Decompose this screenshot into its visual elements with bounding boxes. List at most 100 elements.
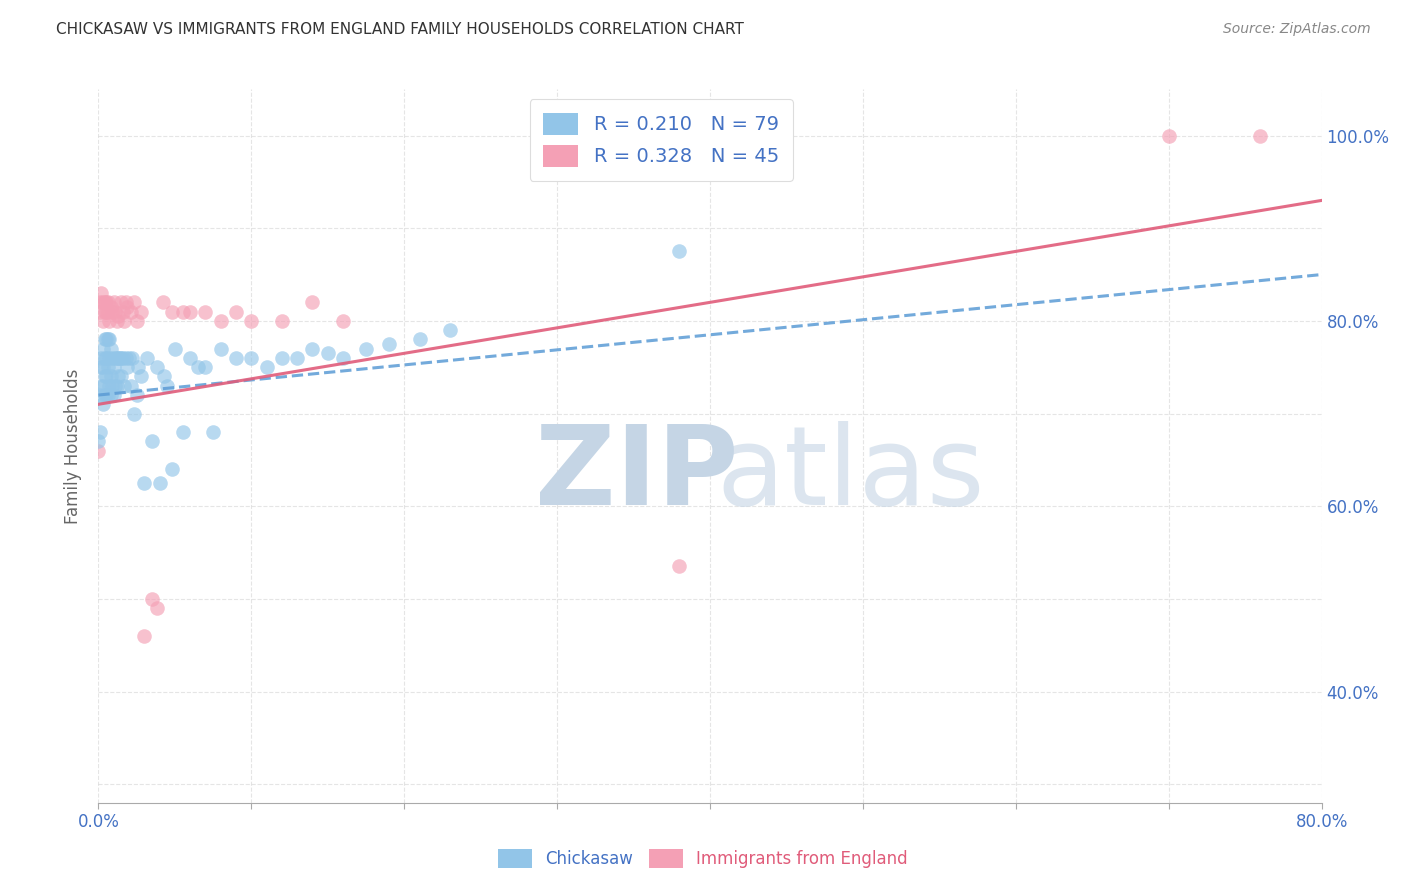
Point <box>187 360 209 375</box>
Point <box>94 369 117 384</box>
Point <box>354 342 377 356</box>
Point <box>97 388 120 402</box>
Point <box>118 351 141 365</box>
Point <box>89 425 111 439</box>
Point <box>111 304 134 318</box>
Point <box>668 559 690 574</box>
Point <box>225 351 247 365</box>
Point <box>101 304 124 318</box>
Point <box>87 443 110 458</box>
Point <box>129 369 152 384</box>
Point <box>194 360 217 375</box>
Point <box>316 346 339 360</box>
Point <box>91 314 114 328</box>
Legend: Chickasaw, Immigrants from England: Chickasaw, Immigrants from England <box>492 842 914 875</box>
Point <box>98 314 121 328</box>
Point <box>94 295 117 310</box>
Point <box>120 304 142 318</box>
Point <box>89 295 111 310</box>
Point <box>194 304 217 318</box>
Point <box>156 378 179 392</box>
Point <box>90 378 112 392</box>
Point <box>172 425 194 439</box>
Point <box>94 304 117 318</box>
Point <box>89 304 111 318</box>
Point <box>129 304 152 318</box>
Point <box>668 244 690 259</box>
Point <box>115 295 138 310</box>
Text: CHICKASAW VS IMMIGRANTS FROM ENGLAND FAMILY HOUSEHOLDS CORRELATION CHART: CHICKASAW VS IMMIGRANTS FROM ENGLAND FAM… <box>56 22 744 37</box>
Point <box>103 360 125 375</box>
Point <box>105 314 128 328</box>
Point <box>209 314 232 328</box>
Point <box>240 351 263 365</box>
Point <box>134 629 156 643</box>
Point <box>100 300 122 314</box>
Point <box>179 351 201 365</box>
Point <box>105 378 128 392</box>
Point <box>93 351 115 365</box>
Point <box>104 351 127 365</box>
Text: Source: ZipAtlas.com: Source: ZipAtlas.com <box>1223 22 1371 37</box>
Point <box>122 295 145 310</box>
Point <box>332 351 354 365</box>
Point <box>105 351 128 365</box>
Point <box>108 351 131 365</box>
Point <box>141 434 163 449</box>
Point <box>120 378 142 392</box>
Point <box>110 351 132 365</box>
Point <box>98 351 121 365</box>
Point <box>149 476 172 491</box>
Point <box>104 378 127 392</box>
Point <box>225 304 247 318</box>
Point <box>378 337 401 351</box>
Point <box>439 323 461 337</box>
Point <box>240 314 263 328</box>
Point <box>91 397 114 411</box>
Point <box>107 369 129 384</box>
Point <box>93 388 115 402</box>
Point <box>91 378 114 392</box>
Point <box>127 360 149 375</box>
Point <box>103 295 125 310</box>
Point <box>107 351 129 365</box>
Point <box>163 342 186 356</box>
Point <box>301 342 323 356</box>
Point <box>103 388 125 402</box>
Point <box>136 351 159 365</box>
Point <box>117 300 139 314</box>
Point <box>134 476 156 491</box>
Point <box>98 378 121 392</box>
Point <box>98 333 121 347</box>
Point <box>125 388 148 402</box>
Point <box>117 360 139 375</box>
Point <box>90 360 112 375</box>
Point <box>1157 128 1180 143</box>
Point <box>110 369 132 384</box>
Point <box>100 342 122 356</box>
Point <box>94 333 117 347</box>
Point <box>90 286 112 301</box>
Point <box>145 601 167 615</box>
Point <box>94 388 117 402</box>
Point <box>125 314 148 328</box>
Point <box>209 342 232 356</box>
Text: atlas: atlas <box>717 421 986 528</box>
Point <box>91 295 114 310</box>
Point <box>145 360 167 375</box>
Point <box>93 304 115 318</box>
Point <box>93 369 115 384</box>
Point <box>115 351 138 365</box>
Point <box>91 342 114 356</box>
Point <box>301 295 323 310</box>
Point <box>110 295 132 310</box>
Point <box>122 407 145 421</box>
Point <box>408 333 430 347</box>
Point <box>100 369 122 384</box>
Point <box>87 434 110 449</box>
Point <box>101 351 124 365</box>
Point <box>160 304 183 318</box>
Point <box>270 314 292 328</box>
Legend: R = 0.210   N = 79, R = 0.328   N = 45: R = 0.210 N = 79, R = 0.328 N = 45 <box>530 99 793 181</box>
Point <box>202 425 225 439</box>
